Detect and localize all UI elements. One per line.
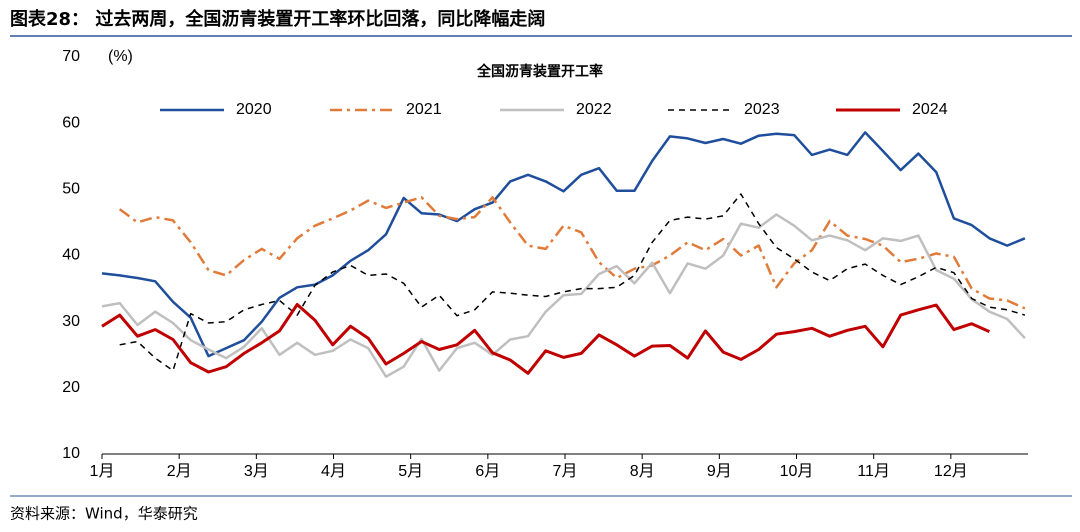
legend-label: 2022 xyxy=(576,101,612,118)
series-line xyxy=(101,213,1026,378)
legend-label: 2023 xyxy=(744,101,780,118)
x-tick-label: 2月 xyxy=(167,463,192,480)
y-tick-label: 40 xyxy=(62,247,80,264)
y-tick-label: 50 xyxy=(62,181,80,198)
figure-title: 图表28： 过去两周，全国沥青装置开工率环比回落，同比降幅走阔 xyxy=(10,8,545,30)
x-tick-label: 6月 xyxy=(475,463,500,480)
legend-label: 2021 xyxy=(406,101,442,118)
series-line xyxy=(118,196,1026,310)
y-axis-label: (%) xyxy=(108,48,133,65)
x-tick-label: 10月 xyxy=(780,463,814,480)
series-line xyxy=(119,193,1026,372)
series-line xyxy=(101,131,1026,358)
chart-title: 全国沥青装置开工率 xyxy=(476,63,603,80)
x-tick-label: 1月 xyxy=(90,463,115,480)
x-tick-label: 8月 xyxy=(630,463,655,480)
y-tick-label: 20 xyxy=(62,379,80,396)
x-tick-label: 11月 xyxy=(857,463,890,480)
x-tick-label: 5月 xyxy=(398,463,423,480)
series-line xyxy=(101,303,991,375)
x-tick-label: 3月 xyxy=(244,463,269,480)
legend-label: 2020 xyxy=(236,101,272,118)
x-tick-label: 9月 xyxy=(707,463,732,480)
x-tick-label: 7月 xyxy=(553,463,578,480)
y-tick-label: 30 xyxy=(62,313,80,330)
legend-label: 2024 xyxy=(912,101,948,118)
x-tick-label: 12月 xyxy=(934,463,968,480)
source-note: 资料来源：Wind，华泰研究 xyxy=(10,505,198,523)
y-tick-label: 70 xyxy=(62,48,80,65)
x-tick-label: 4月 xyxy=(321,463,346,480)
y-tick-label: 60 xyxy=(62,114,80,131)
y-tick-label: 10 xyxy=(62,445,80,462)
